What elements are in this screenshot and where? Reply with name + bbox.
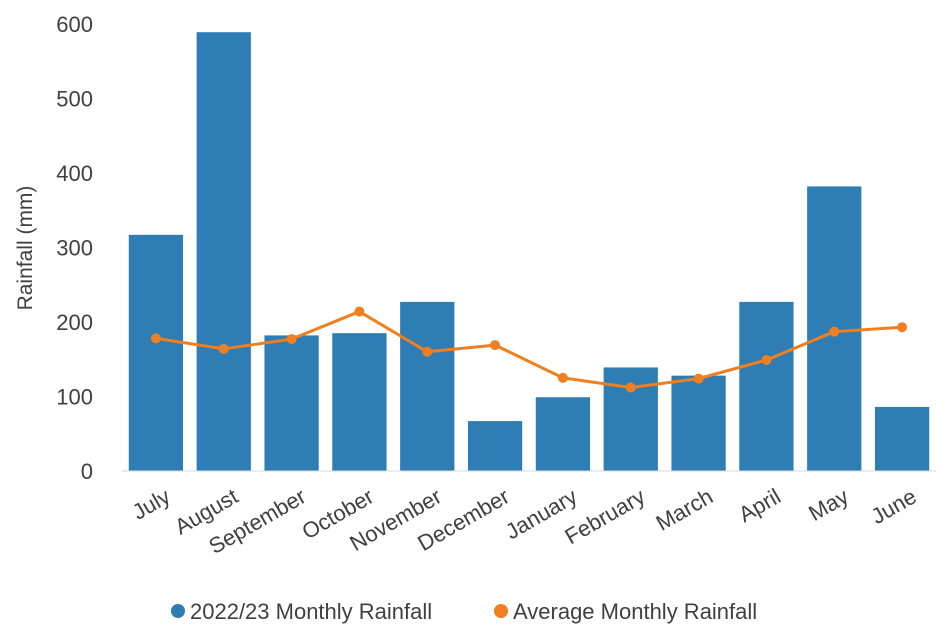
y-tick-label: 500 [56, 87, 93, 112]
x-axis-ticks: JulyAugustSeptemberOctoberNovemberDecemb… [128, 484, 921, 559]
bar [128, 234, 184, 471]
bar [264, 335, 319, 471]
line-point [557, 372, 568, 383]
y-tick-label: 600 [56, 12, 93, 37]
y-tick-label: 100 [56, 385, 93, 410]
line-point [897, 322, 908, 333]
line-series [150, 306, 908, 393]
y-axis-ticks: 0 100 200 300 400 500 600 [56, 12, 93, 484]
bar [332, 333, 387, 471]
bar [467, 421, 523, 471]
y-tick-label: 400 [56, 161, 93, 186]
y-tick-label: 0 [81, 459, 93, 484]
average-line [155, 310, 903, 390]
x-tick-label: July [128, 484, 174, 525]
line-point [150, 333, 161, 344]
line-point [354, 306, 365, 317]
bar [400, 301, 455, 471]
legend-marker-line [494, 604, 508, 618]
x-tick-label: April [734, 484, 785, 528]
line-point [422, 346, 433, 357]
x-tick-label: June [867, 484, 921, 530]
line-point [286, 334, 297, 345]
y-tick-label: 200 [56, 310, 93, 335]
x-tick-label: May [804, 484, 852, 526]
line-point [761, 354, 772, 365]
bar [196, 32, 251, 471]
line-point [490, 340, 501, 351]
legend-label-bar: 2022/23 Monthly Rainfall [190, 599, 432, 624]
line-point [693, 373, 704, 384]
bar [535, 397, 591, 471]
legend: 2022/23 Monthly Rainfall Average Monthly… [171, 599, 757, 624]
legend-marker-bar [171, 604, 185, 618]
bar [739, 301, 794, 471]
y-tick-label: 300 [56, 236, 93, 261]
bar [874, 406, 930, 471]
line-point [829, 326, 840, 337]
legend-label-line: Average Monthly Rainfall [513, 599, 757, 624]
y-axis-title: Rainfall (mm) [14, 186, 37, 311]
line-point [625, 382, 636, 393]
x-tick-label: March [652, 484, 717, 536]
line-point [218, 343, 229, 354]
bar [671, 375, 726, 471]
bar-series [128, 32, 930, 471]
